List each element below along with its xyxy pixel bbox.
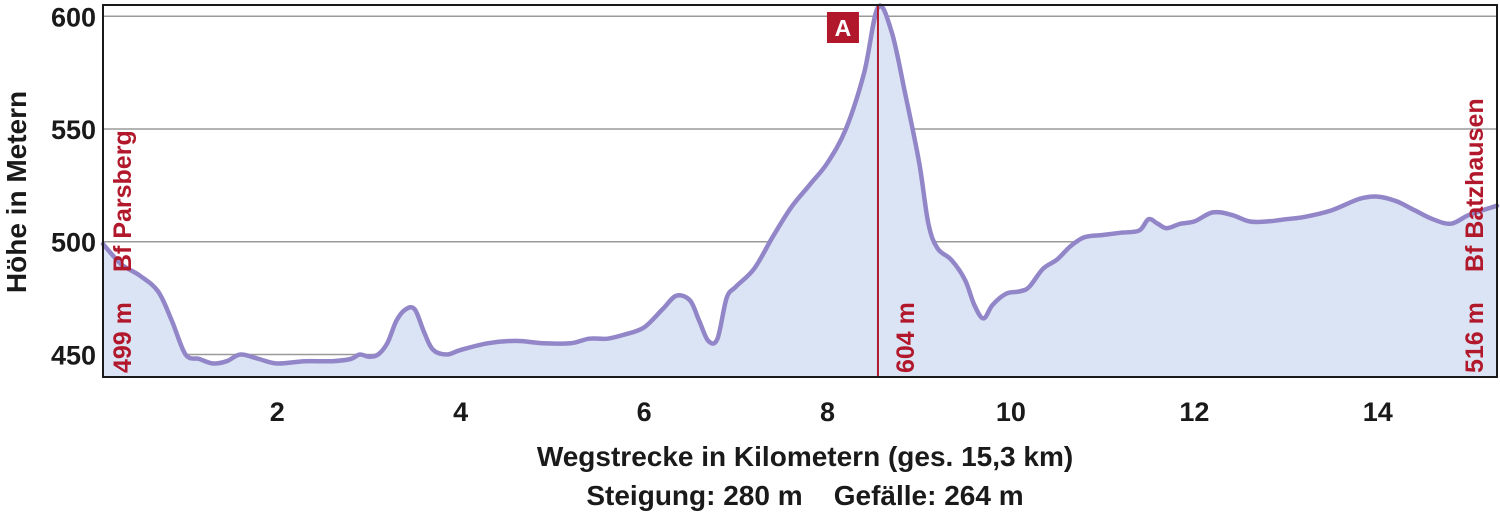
x-axis-title: Wegstrecke in Kilometern (ges. 15,3 km) bbox=[537, 441, 1073, 472]
elevation-start-label: 499 m bbox=[109, 302, 137, 373]
x-tick-label: 14 bbox=[1363, 397, 1393, 427]
elevation-line bbox=[100, 3, 1500, 366]
x-tick-label: 6 bbox=[637, 397, 652, 427]
x-tick-label: 4 bbox=[453, 397, 468, 427]
marker-badge bbox=[826, 12, 859, 43]
y-tick-label: 550 bbox=[51, 115, 96, 145]
elevation-area-fill bbox=[103, 5, 1497, 378]
start-station-label: Bf Parsberg bbox=[109, 130, 137, 272]
elevation-end-label: 516 m bbox=[1461, 302, 1489, 373]
y-tick-label: 600 bbox=[51, 2, 96, 32]
marker-badge-label: A bbox=[835, 15, 852, 41]
x-tick-label: 8 bbox=[820, 397, 835, 427]
elevation-summit-label: 604 m bbox=[892, 302, 920, 373]
location-labels: 499 m Bf Parsberg 604 m 516 m Bf Batzhausen bbox=[109, 98, 1489, 373]
x-tick-label: 10 bbox=[996, 397, 1026, 427]
x-axis-ticks: 2 4 6 8 10 12 14 bbox=[270, 397, 1393, 427]
summit-marker: A bbox=[826, 5, 879, 377]
x-tick-label: 12 bbox=[1179, 397, 1209, 427]
y-axis-title: Höhe in Metern bbox=[1, 91, 32, 293]
y-tick-label: 500 bbox=[51, 228, 96, 258]
x-tick-label: 2 bbox=[270, 397, 285, 427]
end-station-label: Bf Batzhausen bbox=[1461, 98, 1489, 272]
ascent-descent-stats: Steigung: 280 m Gefälle: 264 m bbox=[586, 480, 1023, 511]
y-axis-ticks: 450 500 550 600 bbox=[51, 2, 96, 370]
plot-frame bbox=[102, 4, 1498, 378]
y-tick-label: 450 bbox=[51, 340, 96, 370]
